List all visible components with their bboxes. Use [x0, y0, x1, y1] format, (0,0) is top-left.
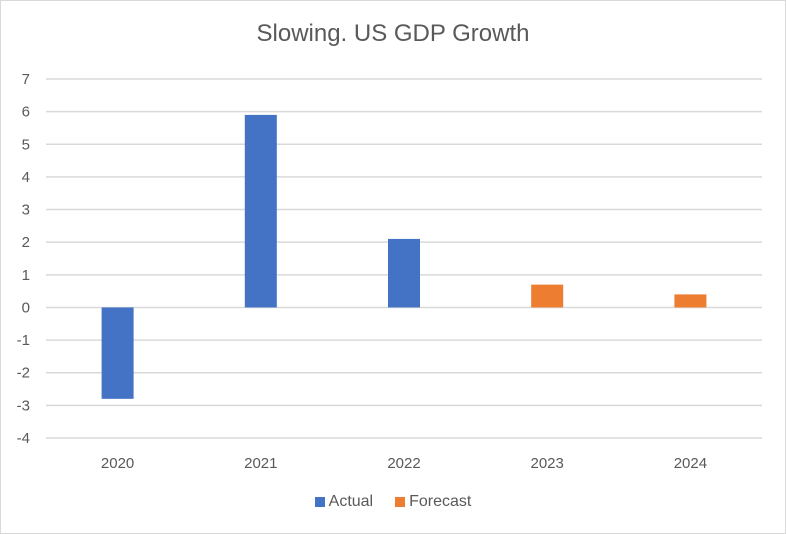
y-tick-label: 1	[22, 267, 30, 284]
x-tick-label: 2021	[244, 455, 277, 472]
legend-swatch-actual	[314, 497, 325, 507]
legend: Actual Forecast	[0, 493, 786, 511]
bar-forecast-2023[interactable]	[531, 284, 564, 308]
x-tick-label: 2024	[674, 455, 707, 472]
y-tick-label: 4	[22, 169, 30, 186]
legend-label-forecast: Forecast	[409, 493, 472, 510]
y-tick-label: 6	[22, 104, 30, 121]
legend-label-actual: Actual	[328, 493, 374, 510]
chart-title: Slowing. US GDP Growth	[256, 20, 530, 47]
bar-forecast-2024[interactable]	[674, 294, 707, 308]
y-tick-label: 0	[22, 299, 30, 316]
y-tick-label: -3	[17, 397, 30, 414]
bar-actual-2020[interactable]	[101, 307, 134, 399]
bar-actual-2022[interactable]	[388, 238, 420, 308]
y-tick-label: -1	[17, 332, 30, 349]
y-tick-label: 7	[22, 71, 30, 88]
x-tick-label: 2023	[531, 455, 564, 472]
bar-actual-2021[interactable]	[244, 114, 277, 308]
y-tick-label: -2	[17, 365, 30, 382]
legend-item-actual[interactable]: Actual	[314, 493, 374, 511]
x-tick-label: 2020	[101, 455, 134, 472]
y-tick-label: 2	[22, 234, 30, 251]
y-tick-label: -4	[17, 430, 30, 447]
legend-swatch-forecast	[395, 497, 406, 507]
y-tick-label: 5	[22, 136, 30, 153]
y-tick-label: 3	[22, 202, 30, 219]
x-tick-label: 2022	[387, 455, 420, 472]
legend-item-forecast[interactable]: Forecast	[395, 493, 471, 511]
